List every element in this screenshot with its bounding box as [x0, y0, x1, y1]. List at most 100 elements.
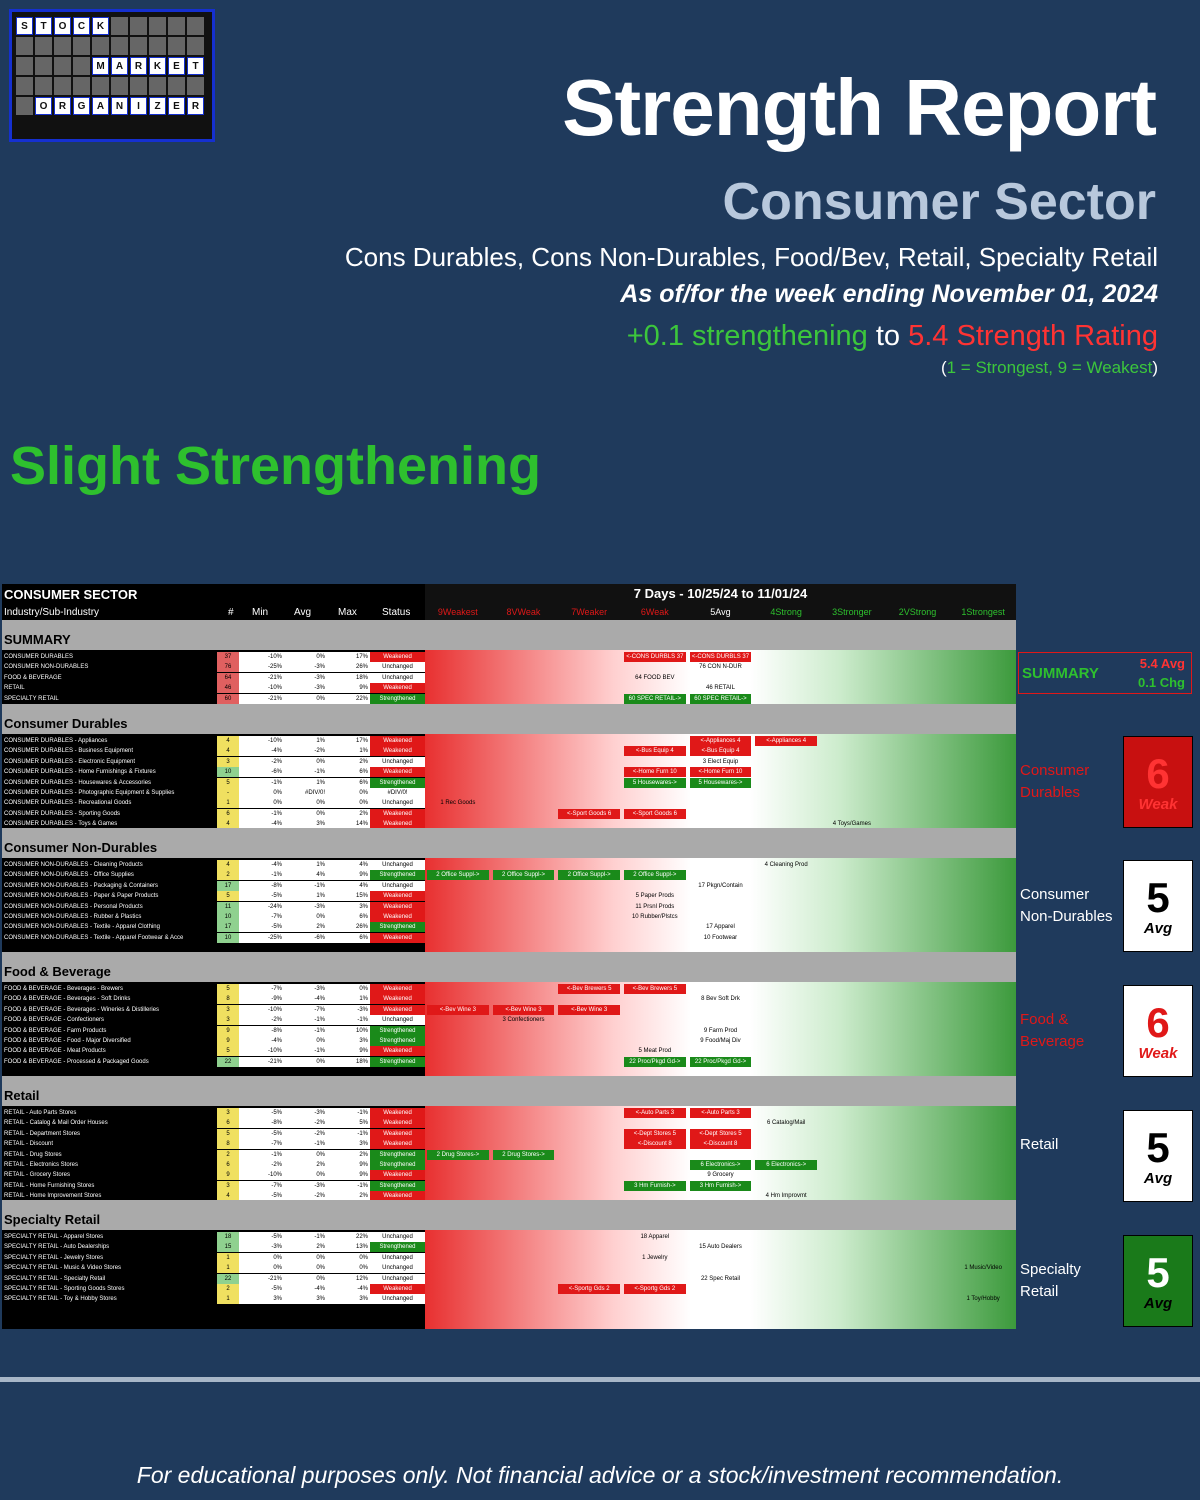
rating-tag: 6 Electronics->	[689, 1160, 752, 1170]
status-badge: Unchanged	[370, 1015, 425, 1026]
col-status: Status	[382, 607, 411, 618]
table-header: CONSUMER SECTOR Industry/Sub-Industry # …	[2, 584, 425, 620]
row-name: RETAIL - Home Furnishing Stores	[2, 1180, 217, 1191]
row-name: SPECIALTY RETAIL - Music & Video Stores	[2, 1263, 217, 1274]
row-avg: -1%	[314, 769, 325, 776]
row-min: -7%	[271, 1141, 282, 1148]
status-badge: Weakened	[370, 1046, 425, 1057]
row-count: 17	[217, 880, 239, 891]
row-min: -5%	[271, 893, 282, 900]
row-max: 3%	[359, 903, 368, 910]
row-avg: 0%	[316, 654, 325, 660]
rating-tag: 9 Farm Prod	[703, 1027, 738, 1034]
rating-tag: <-Home Furn 10	[689, 767, 752, 778]
logo-letter: K	[149, 57, 166, 75]
table-row: SPECIALTY RETAIL - Jewelry Stores 1 0% 0% 0%…	[2, 1252, 425, 1263]
status-badge: Strengthened	[370, 1025, 425, 1036]
row-max: 1%	[359, 748, 368, 755]
row-max: 6%	[359, 914, 368, 920]
table-row: CONSUMER NON-DURABLES - Packaging & Cont…	[2, 880, 425, 891]
rating-tag: 4 Toys/Games	[832, 821, 871, 828]
rating-tag: 4 Hm Improvmt	[765, 1193, 807, 1200]
row-max: 2%	[359, 1193, 368, 1200]
rating-tag: <-CONS DURBLS 37	[689, 652, 752, 662]
strength-rating: 5.4 Strength Rating	[908, 320, 1158, 352]
rating-tag: <-Bus Equip 4	[624, 746, 686, 757]
row-count: 3	[217, 1180, 239, 1191]
row-max: 2%	[359, 1151, 368, 1158]
row-name: SPECIALTY RETAIL - Toy & Hobby Stores	[2, 1294, 217, 1305]
row-min: -21%	[267, 1058, 282, 1065]
row-max: 18%	[355, 1058, 368, 1065]
group-rating-number: 6	[1146, 998, 1170, 1046]
status-badge: Unchanged	[370, 1252, 425, 1263]
as-of-date: As of/for the week ending November 01, 2…	[620, 280, 1158, 308]
status-badge: Weakened	[370, 932, 425, 943]
row-count: 37	[217, 652, 239, 662]
group-band: Consumer Non-Durables	[2, 828, 1016, 858]
rating-tag: 6 Electronics->	[755, 1160, 817, 1170]
logo-letter: R	[130, 57, 147, 75]
row-name: FOOD & BEVERAGE	[2, 672, 217, 683]
table-row: RETAIL - Auto Parts Stores 3 -5% -3% -1% Weak…	[2, 1108, 425, 1118]
scale-col-header: 4Strong	[770, 607, 802, 617]
row-count: 3	[217, 1108, 239, 1118]
group-rating-box: 6 Weak	[1123, 736, 1193, 828]
logo-tile	[54, 77, 71, 95]
row-name: CONSUMER DURABLES - Housewares & Accesso…	[2, 777, 217, 788]
period-label: 7 Days - 10/25/24 to 11/01/24	[633, 586, 808, 601]
row-name: CONSUMER NON-DURABLES - Cleaning Product…	[2, 860, 217, 870]
logo-tile	[111, 77, 128, 95]
logo-letter: A	[111, 57, 128, 75]
row-max: 6%	[359, 934, 368, 941]
table-row: CONSUMER NON-DURABLES 76 -25% -3% 26% Unchang…	[2, 662, 425, 673]
row-min: -8%	[271, 1027, 282, 1034]
row-count: 9	[217, 1036, 239, 1046]
logo-letter: Z	[149, 97, 166, 115]
table-title: CONSUMER SECTOR	[4, 587, 138, 602]
row-avg: -2%	[314, 1130, 325, 1137]
row-min: -4%	[271, 821, 282, 828]
row-avg: -3%	[314, 1110, 325, 1116]
status-badge: Weakened	[370, 1139, 425, 1150]
row-count: 18	[217, 1232, 239, 1242]
logo-tile	[111, 37, 128, 55]
row-avg: 0%	[316, 914, 325, 920]
row-min: -1%	[271, 872, 282, 879]
report-title: Strength Report	[562, 63, 1157, 152]
row-count: 3	[217, 756, 239, 767]
row-max: 2%	[359, 810, 368, 817]
row-min: 3%	[273, 1296, 282, 1303]
rating-tag: 5 Housewares->	[624, 777, 686, 788]
logo-tile	[92, 77, 109, 95]
rating-tag: <-Discount 8	[689, 1139, 752, 1150]
rating-tag: <-Appliances 4	[689, 736, 752, 746]
row-avg: 0%	[316, 1038, 325, 1044]
group-band: Retail	[2, 1076, 1016, 1106]
row-max: 5%	[359, 1120, 368, 1127]
table-row: CONSUMER NON-DURABLES - Office Supplies 2…	[2, 870, 425, 881]
table-row: SPECIALTY RETAIL - Music & Video Stores 1…	[2, 1263, 425, 1274]
logo-tile	[54, 57, 71, 75]
row-avg: -3%	[314, 986, 325, 992]
row-name: SPECIALTY RETAIL - Sporting Goods Stores	[2, 1284, 217, 1294]
row-min: -3%	[271, 1244, 282, 1251]
row-min: -7%	[271, 1182, 282, 1189]
row-max: 9%	[359, 685, 368, 692]
row-name: RETAIL - Auto Parts Stores	[2, 1108, 217, 1118]
group-title: Retail	[4, 1088, 40, 1103]
table-row: CONSUMER DURABLES - Sporting Goods 6 -1% 0%…	[2, 808, 425, 819]
logo-tile	[92, 37, 109, 55]
heat-header: 7 Days - 10/25/24 to 11/01/24 9Weakest 8V…	[425, 584, 1016, 620]
row-count: 4	[217, 860, 239, 870]
table-row: RETAIL - Electronics Stores 6 -2% 2% 9% Stren…	[2, 1160, 425, 1170]
table-row: SPECIALTY RETAIL - Auto Dealerships 15 -3%…	[2, 1242, 425, 1253]
rating-tag: <-Discount 8	[624, 1139, 686, 1150]
rating-tag: <-Bev Wine 3	[492, 1004, 555, 1015]
rating-tag: 5 Housewares->	[689, 777, 752, 788]
row-name: RETAIL - Grocery Stores	[2, 1170, 217, 1181]
table-row: SPECIALTY RETAIL - Apparel Stores 18 -5% -1…	[2, 1232, 425, 1242]
row-count: 5	[217, 777, 239, 788]
table-row: CONSUMER DURABLES - Business Equipment 4 -…	[2, 746, 425, 757]
